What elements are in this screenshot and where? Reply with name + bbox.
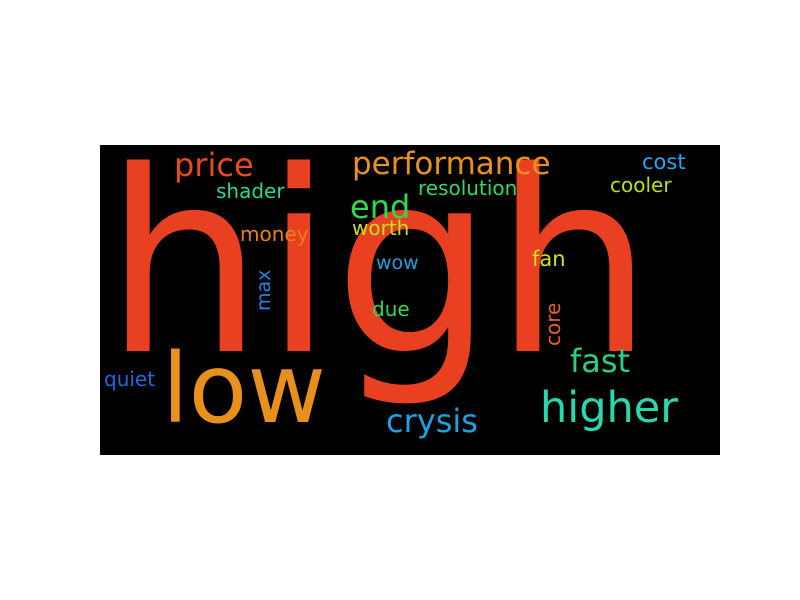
word-cost: cost xyxy=(642,150,686,174)
word-due: due xyxy=(372,297,410,321)
word-quiet: quiet xyxy=(104,367,156,391)
word-money: money xyxy=(240,222,309,246)
word-crysis: crysis xyxy=(386,402,478,440)
word-price: price xyxy=(174,146,254,184)
word-wow: wow xyxy=(376,252,419,274)
word-higher: higher xyxy=(540,383,678,433)
word-fast: fast xyxy=(570,342,631,380)
word-max: max xyxy=(253,269,275,311)
word-resolution: resolution xyxy=(418,176,518,200)
word-high: high xyxy=(104,145,654,411)
word-performance: performance xyxy=(352,146,551,182)
word-cloud: high performance price cost shader resol… xyxy=(100,145,720,455)
word-cooler: cooler xyxy=(610,173,672,197)
word-end: end xyxy=(350,188,411,226)
word-fan: fan xyxy=(532,247,566,271)
word-low: low xyxy=(162,333,326,445)
word-core: core xyxy=(541,302,565,346)
word-worth: worth xyxy=(352,216,410,240)
word-shader: shader xyxy=(216,179,285,203)
